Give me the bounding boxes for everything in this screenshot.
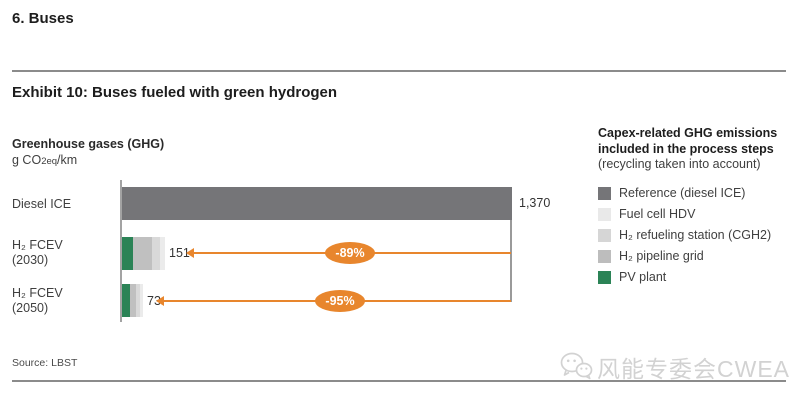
legend-item: H₂ refueling station (CGH2) (598, 228, 794, 249)
bar-segment-reference-diesel-ice- (122, 187, 512, 220)
reference-connector-line (510, 220, 512, 302)
legend-items: Reference (diesel ICE) Fuel cell HDV H₂ re… (598, 186, 794, 291)
top-divider (12, 70, 786, 72)
bar-segment-pv-plant (122, 237, 134, 270)
section-title: 6. Buses (12, 10, 74, 27)
reduction-badge-2030: -89% (325, 242, 375, 264)
unit-suffix: /km (57, 153, 78, 167)
watermark-text: 风能专委会CWEA (597, 355, 790, 382)
legend-title: Capex-related GHG emissions included in … (598, 126, 778, 156)
row-label-line1: Diesel ICE (12, 197, 72, 211)
legend-item: Reference (diesel ICE) (598, 186, 794, 207)
bar-segment-h-pipeline-grid (129, 284, 136, 317)
arrow-head-2030 (186, 248, 194, 258)
chart-axis-unit: g CO2eq/km (12, 153, 77, 167)
bar-segment-fuel-cell-hdv (139, 284, 143, 317)
legend-item: Fuel cell HDV (598, 207, 794, 228)
row-label-line1: H₂ FCEV (12, 286, 63, 300)
bar-h2-fcev-2050 (122, 284, 143, 317)
row-label-line1: H₂ FCEV (12, 238, 63, 252)
y-axis-line (120, 180, 122, 322)
legend-label: PV plant (619, 269, 667, 284)
legend-item: H₂ pipeline grid (598, 249, 794, 270)
arrow-head-2050 (156, 296, 164, 306)
bar-diesel-ice (122, 187, 512, 220)
bottom-divider (12, 380, 786, 382)
row-label-line2: (2050) (12, 301, 49, 315)
legend-swatch (598, 228, 611, 242)
legend-swatch (598, 207, 611, 221)
legend-swatch (598, 270, 611, 284)
legend-label: Reference (diesel ICE) (619, 185, 746, 200)
legend: Capex-related GHG emissions included in … (598, 126, 794, 291)
legend-swatch (598, 249, 611, 263)
legend-label: H₂ pipeline grid (619, 248, 704, 263)
bar-segment-h-pipeline-grid (133, 237, 153, 270)
wechat-icon (559, 351, 593, 386)
legend-subtitle: (recycling taken into account) (598, 157, 761, 171)
unit-subscript: 2eq (41, 156, 58, 167)
row-label-h2-fcev-2050: H₂ FCEV (2050) (12, 286, 63, 316)
bar-segment-fuel-cell-hdv (160, 237, 165, 270)
chart-axis-title: Greenhouse gases (GHG) (12, 137, 165, 151)
legend-item: PV plant (598, 270, 794, 291)
row-label-diesel-ice: Diesel ICE (12, 197, 71, 212)
row-label-h2-fcev-2030: H₂ FCEV (2030) (12, 238, 63, 268)
row-label-line2: (2030) (12, 253, 49, 267)
bar-segment-h-refueling-station-cgh2- (135, 284, 140, 317)
bar-segment-h-refueling-station-cgh2- (152, 237, 161, 270)
value-label-diesel: 1,370 (519, 196, 551, 210)
exhibit-title: Exhibit 10: Buses fueled with green hydr… (12, 84, 338, 101)
bar-h2-fcev-2030 (122, 237, 165, 270)
value-label-2030: 151 (169, 246, 190, 260)
legend-swatch (598, 186, 611, 200)
watermark: 风能专委会CWEA (559, 351, 790, 386)
bar-segment-pv-plant (122, 284, 130, 317)
legend-label: H₂ refueling station (CGH2) (619, 227, 772, 242)
legend-label: Fuel cell HDV (619, 206, 696, 221)
reduction-badge-2050: -95% (315, 290, 365, 312)
unit-prefix: g CO (12, 153, 42, 167)
source-note: Source: LBST (12, 357, 78, 369)
